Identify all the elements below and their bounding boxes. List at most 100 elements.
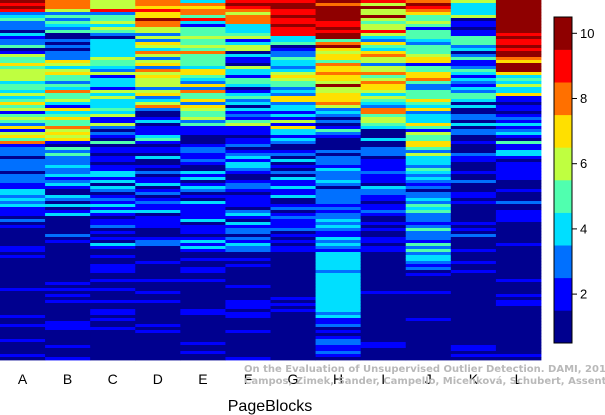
heatmap-cell-L-11 bbox=[495, 33, 542, 37]
heatmap-cell-J-99 bbox=[405, 297, 452, 301]
heatmap-cell-G-52 bbox=[270, 156, 316, 160]
heatmap-cell-E-15 bbox=[180, 45, 226, 49]
heatmap-cell-C-88 bbox=[90, 264, 136, 268]
heatmap-cell-E-102 bbox=[180, 306, 226, 310]
heatmap-cell-J-17 bbox=[405, 51, 452, 55]
heatmap-cell-F-62 bbox=[225, 186, 271, 190]
heatmap-cell-E-60 bbox=[180, 180, 226, 184]
heatmap-cell-I-14 bbox=[360, 42, 407, 46]
heatmap-cell-G-117 bbox=[270, 351, 316, 355]
heatmap-cell-E-54 bbox=[180, 162, 226, 166]
heatmap-cell-K-42 bbox=[450, 126, 497, 130]
heatmap-cell-H-9 bbox=[315, 27, 362, 31]
heatmap-cell-L-118 bbox=[495, 354, 542, 358]
heatmap-cell-G-31 bbox=[270, 93, 316, 97]
heatmap-cell-B-107 bbox=[45, 321, 91, 325]
heatmap-cell-F-94 bbox=[225, 282, 271, 286]
heatmap-cell-A-13 bbox=[0, 39, 46, 43]
heatmap-cell-K-46 bbox=[450, 138, 497, 142]
heatmap-cell-K-6 bbox=[450, 18, 497, 22]
heatmap-cell-J-38 bbox=[405, 114, 452, 118]
heatmap-cell-L-103 bbox=[495, 309, 542, 313]
heatmap-cell-K-44 bbox=[450, 132, 497, 136]
heatmap-cell-A-51 bbox=[0, 153, 46, 157]
heatmap-cell-D-79 bbox=[135, 237, 181, 241]
heatmap-cell-C-86 bbox=[90, 258, 136, 262]
heatmap-cell-I-101 bbox=[360, 303, 407, 307]
heatmap-cell-L-28 bbox=[495, 84, 542, 88]
heatmap-cell-H-84 bbox=[315, 252, 362, 256]
heatmap-cell-G-54 bbox=[270, 162, 316, 166]
heatmap-cell-H-46 bbox=[315, 138, 362, 142]
heatmap-cell-I-70 bbox=[360, 210, 407, 214]
heatmap-cell-A-40 bbox=[0, 120, 46, 124]
heatmap-cell-A-52 bbox=[0, 156, 46, 160]
heatmap-cell-E-36 bbox=[180, 108, 226, 112]
heatmap-cell-B-101 bbox=[45, 303, 91, 307]
heatmap-cell-A-47 bbox=[0, 141, 46, 145]
heatmap-cell-H-59 bbox=[315, 177, 362, 181]
heatmap-cell-H-8 bbox=[315, 24, 362, 28]
heatmap-cell-J-23 bbox=[405, 69, 452, 73]
heatmap-cell-B-32 bbox=[45, 96, 91, 100]
heatmap-cell-H-25 bbox=[315, 75, 362, 79]
heatmap-cell-G-77 bbox=[270, 231, 316, 235]
heatmap-cell-E-58 bbox=[180, 174, 226, 178]
heatmap-cell-D-115 bbox=[135, 345, 181, 349]
heatmap-cell-B-33 bbox=[45, 99, 91, 103]
heatmap-cell-G-99 bbox=[270, 297, 316, 301]
heatmap-cell-A-117 bbox=[0, 351, 46, 355]
heatmap-cell-A-60 bbox=[0, 180, 46, 184]
heatmap-cell-L-12 bbox=[495, 36, 542, 40]
heatmap-cell-L-26 bbox=[495, 78, 542, 82]
heatmap-cell-G-108 bbox=[270, 324, 316, 328]
heatmap-cell-F-104 bbox=[225, 312, 271, 316]
heatmap-cell-K-5 bbox=[450, 15, 497, 19]
colorbar-segment-5 bbox=[554, 180, 572, 213]
heatmap-cell-F-91 bbox=[225, 273, 271, 277]
heatmap-cell-D-107 bbox=[135, 321, 181, 325]
heatmap-cell-I-78 bbox=[360, 234, 407, 238]
heatmap-cell-H-75 bbox=[315, 225, 362, 229]
heatmap-cell-C-117 bbox=[90, 351, 136, 355]
heatmap-cell-F-31 bbox=[225, 93, 271, 97]
heatmap-cell-C-16 bbox=[90, 48, 136, 52]
heatmap-cell-J-67 bbox=[405, 201, 452, 205]
heatmap-cell-E-70 bbox=[180, 210, 226, 214]
heatmap-cell-C-9 bbox=[90, 27, 136, 31]
heatmap-cell-D-90 bbox=[135, 270, 181, 274]
heatmap-cell-K-19 bbox=[450, 57, 497, 61]
heatmap-cell-I-1 bbox=[360, 3, 407, 7]
heatmap-cell-A-71 bbox=[0, 213, 46, 217]
heatmap-cell-E-0 bbox=[180, 0, 226, 4]
heatmap-cell-L-83 bbox=[495, 249, 542, 253]
heatmap-cell-K-116 bbox=[450, 348, 497, 352]
heatmap-cell-K-91 bbox=[450, 273, 497, 277]
heatmap-cell-G-42 bbox=[270, 126, 316, 130]
heatmap-cell-J-59 bbox=[405, 177, 452, 181]
heatmap-cell-D-92 bbox=[135, 276, 181, 280]
heatmap-cell-D-104 bbox=[135, 312, 181, 316]
heatmap-cell-D-40 bbox=[135, 120, 181, 124]
heatmap-cell-J-16 bbox=[405, 48, 452, 52]
heatmap-cell-A-97 bbox=[0, 291, 46, 295]
heatmap-cell-F-30 bbox=[225, 90, 271, 94]
heatmap-cell-J-9 bbox=[405, 27, 452, 31]
heatmap-cell-L-76 bbox=[495, 228, 542, 232]
heatmap-cell-E-98 bbox=[180, 294, 226, 298]
heatmap-cell-K-41 bbox=[450, 123, 497, 127]
heatmap-cell-F-117 bbox=[225, 351, 271, 355]
heatmap-cell-C-14 bbox=[90, 42, 136, 46]
heatmap-cell-L-36 bbox=[495, 108, 542, 112]
heatmap-cell-D-1 bbox=[135, 3, 181, 7]
heatmap-cell-L-51 bbox=[495, 153, 542, 157]
heatmap-cell-B-113 bbox=[45, 339, 91, 343]
heatmap-cell-H-56 bbox=[315, 168, 362, 172]
heatmap-cell-E-94 bbox=[180, 282, 226, 286]
heatmap-cell-B-12 bbox=[45, 36, 91, 40]
heatmap-cell-G-116 bbox=[270, 348, 316, 352]
heatmap-cell-E-37 bbox=[180, 111, 226, 115]
heatmap-cell-H-48 bbox=[315, 144, 362, 148]
heatmap-cell-L-87 bbox=[495, 261, 542, 265]
heatmap-cell-H-91 bbox=[315, 273, 362, 277]
